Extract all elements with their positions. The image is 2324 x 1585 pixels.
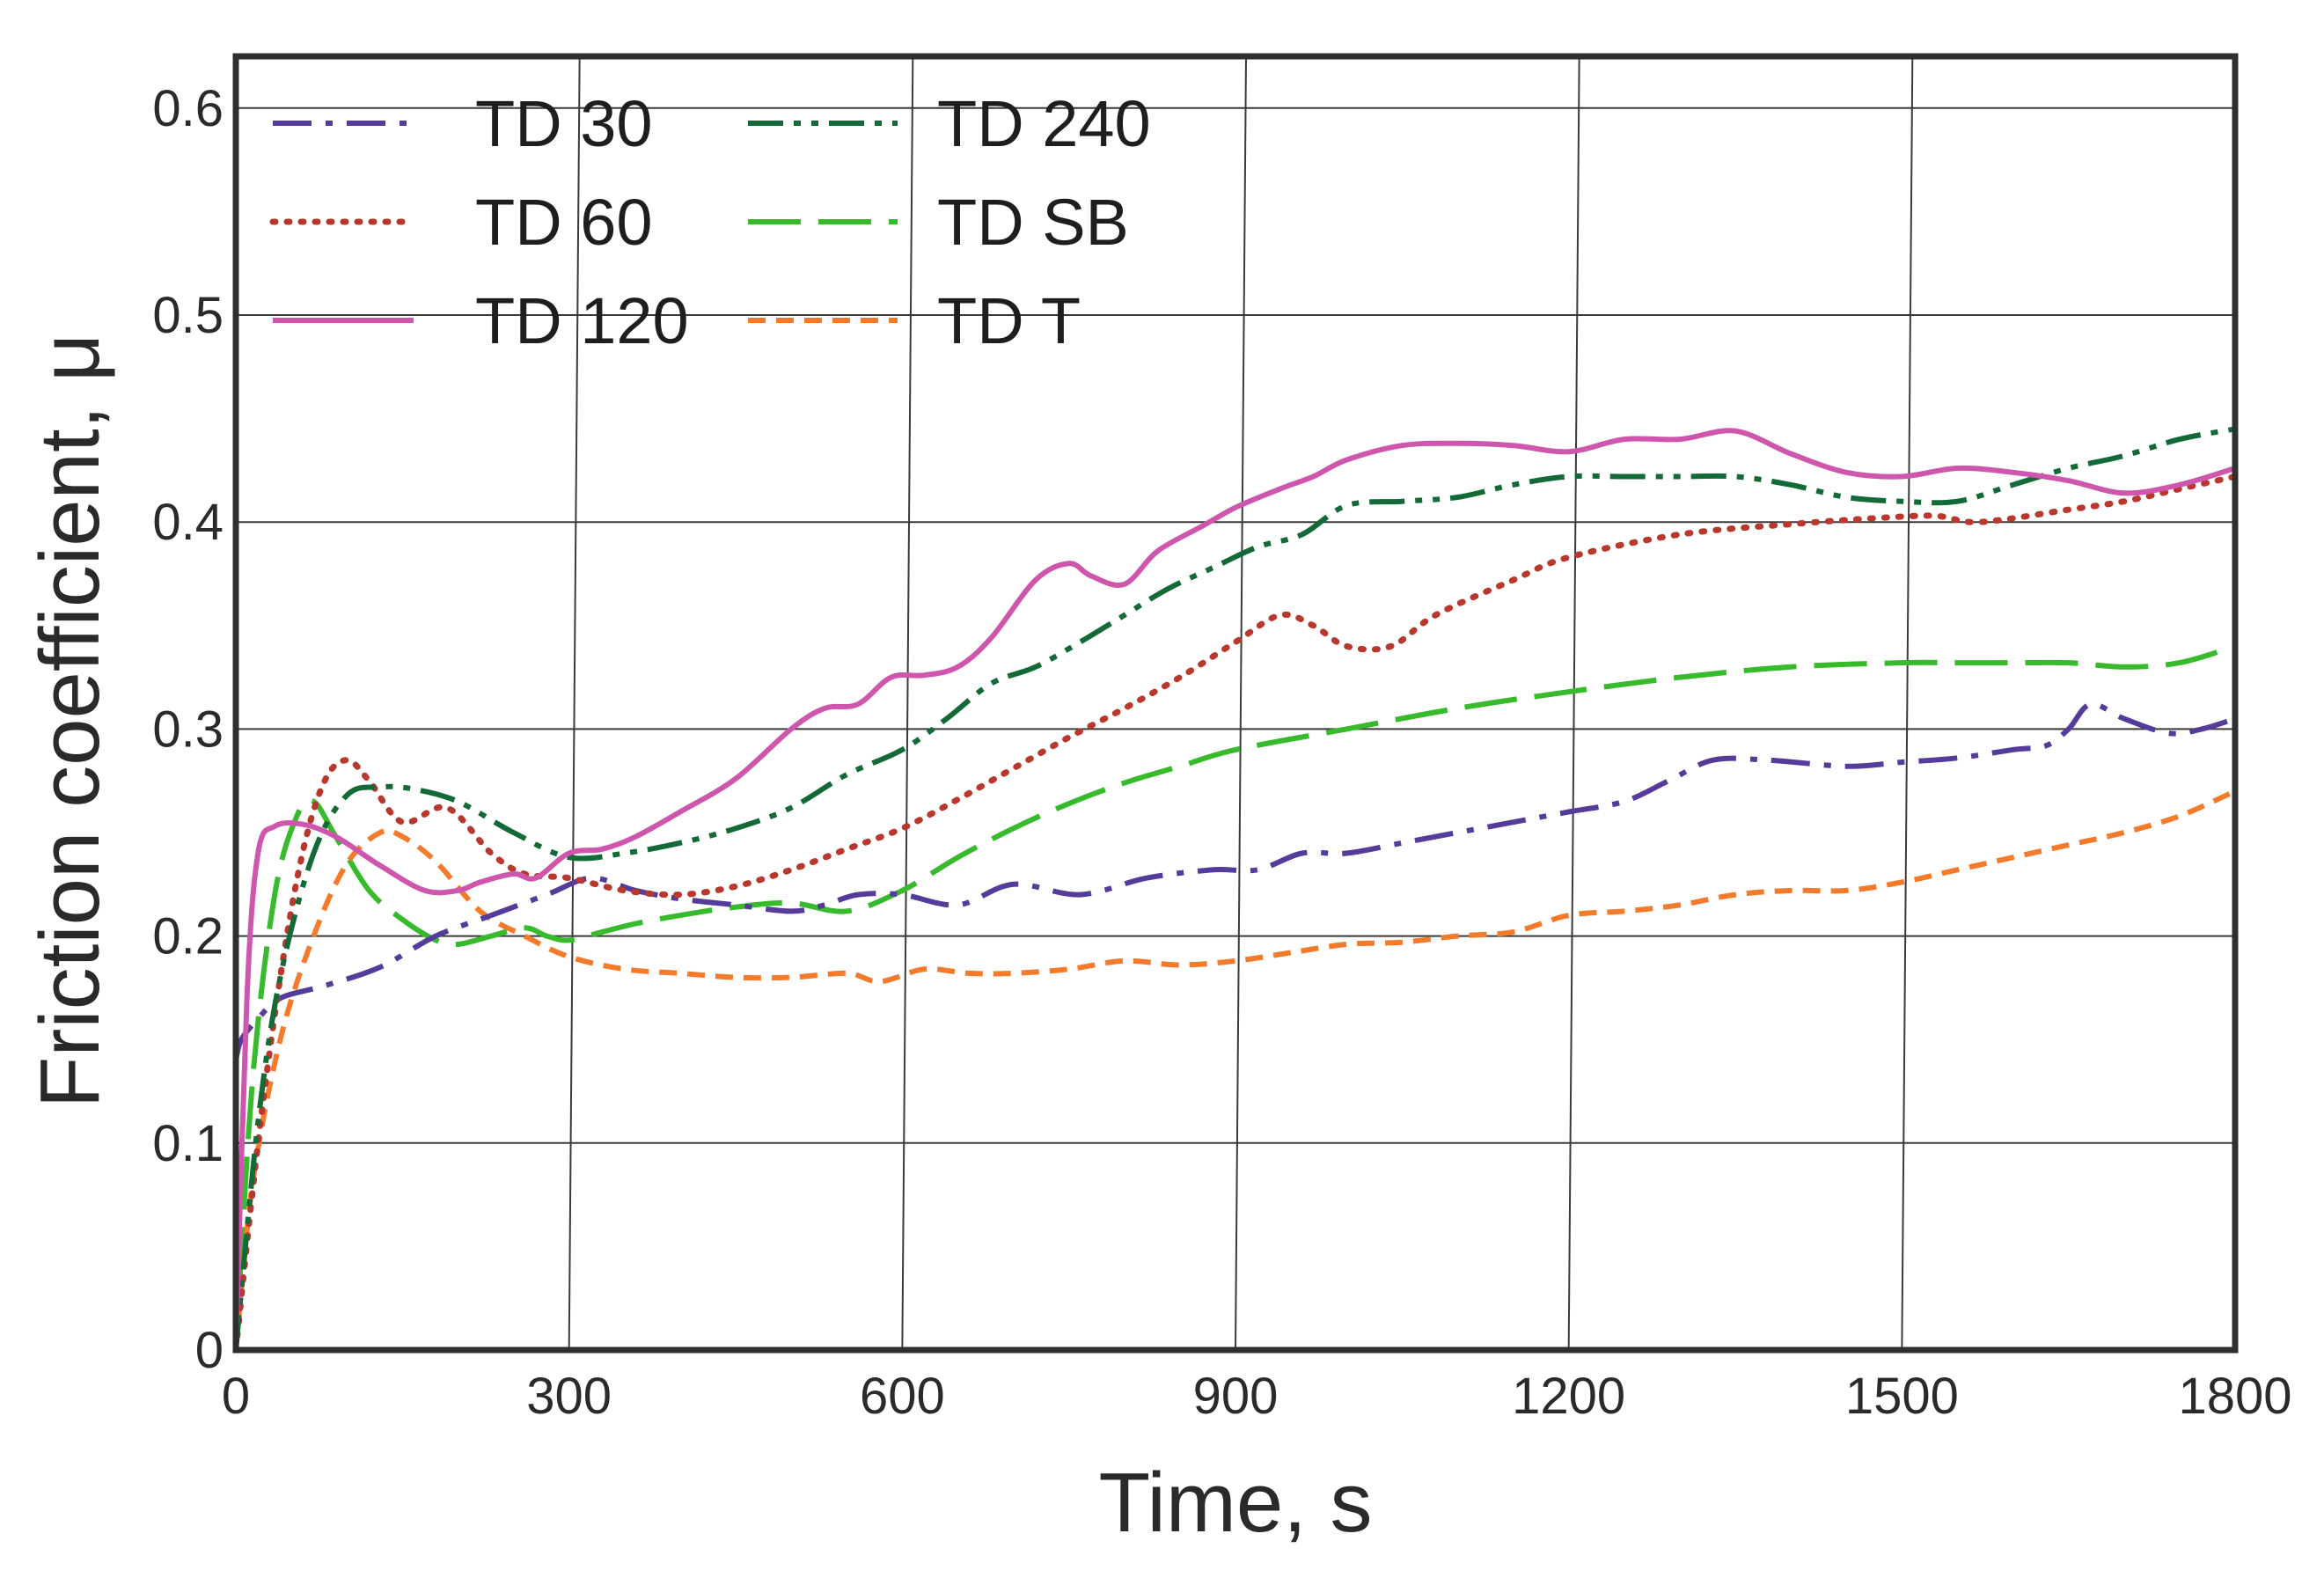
grid-line-x — [901, 55, 914, 1351]
x-tick-label: 900 — [1193, 1368, 1279, 1425]
x-tick-label: 1200 — [1512, 1368, 1625, 1425]
x-axis-title: Time, s — [1098, 1456, 1372, 1550]
plot-frame — [232, 53, 2239, 1354]
legend-label: TD 240 — [937, 87, 1151, 160]
grid-line-x — [568, 55, 581, 1351]
series-line-td-120 — [233, 428, 2236, 1351]
y-tick-label: 0.5 — [152, 287, 224, 344]
y-tick-label: 0.6 — [152, 80, 224, 137]
tick-labels: 0 300 600 900 1200 1500 1800 0 0.1 0.2 0.3 0.4 0.5 0.… — [152, 80, 2291, 1425]
x-tick-label: 600 — [860, 1368, 945, 1425]
grid-line-x — [1235, 55, 1247, 1351]
x-tick-label: 0 — [222, 1368, 250, 1425]
legend-label: TD SB — [937, 186, 1129, 259]
y-tick-label: 0.2 — [152, 908, 224, 965]
x-tick-label: 1500 — [1845, 1368, 1959, 1425]
series-line-td-t — [233, 789, 2237, 1351]
y-axis-title: Friction coefficient, μ — [23, 334, 117, 1109]
legend-label: TD 30 — [475, 87, 653, 160]
series-line-td-30 — [233, 701, 2236, 1061]
y-tick-label: 0.1 — [152, 1115, 224, 1172]
y-tick-label: 0 — [195, 1322, 224, 1379]
legend-label: TD 120 — [475, 284, 689, 357]
grid — [236, 55, 2235, 1351]
legend-label: TD 60 — [475, 186, 653, 259]
series-line-td-sb — [233, 643, 2236, 1351]
series-lines — [232, 426, 2239, 1354]
grid-line-x — [1567, 55, 1580, 1351]
series-line-td-60 — [232, 473, 2239, 1354]
y-tick-label: 0.3 — [152, 701, 224, 758]
x-tick-label: 1800 — [2178, 1368, 2291, 1425]
y-tick-label: 0.4 — [152, 494, 224, 551]
x-tick-label: 300 — [526, 1368, 612, 1425]
series-line-td-240 — [233, 426, 2236, 1351]
legend: TD 30 TD 60 TD 120 TD 240 TD SB TD T — [269, 87, 1151, 357]
grid-line-x — [1901, 55, 1914, 1351]
legend-label: TD T — [937, 284, 1081, 357]
